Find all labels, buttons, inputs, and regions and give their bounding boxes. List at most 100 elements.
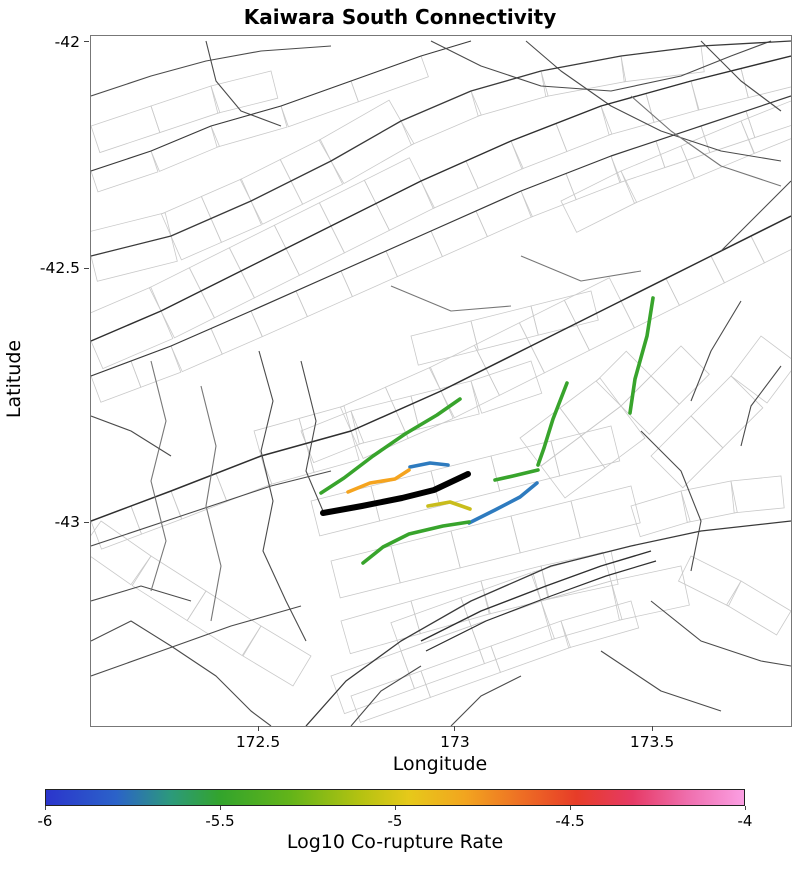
co-rupture-segment [361,520,471,565]
fault-patch [330,120,415,185]
fault-trace [600,650,722,712]
fault-trace [91,620,272,726]
fault-patch [400,90,482,146]
fault-trace [91,585,192,602]
fault-patch [210,70,279,114]
x-axis-label: Longitude [392,753,488,775]
fault-patch [350,670,431,723]
fault-trace [430,40,772,92]
fault-trace [258,350,307,642]
fault-patch [91,105,161,154]
fault-patch [242,625,312,687]
y-tick-label: -43 [54,513,80,531]
co-rupture-segment [628,296,655,415]
fault-trace [350,665,422,726]
y-tick-label: -42 [54,32,80,51]
fault-trace [700,40,782,112]
co-rupture-segment [536,381,569,467]
y-tick-label: -42.5 [39,259,80,277]
x-tick-mark [257,726,259,731]
fault-patch [340,600,421,655]
colorbar-tick-label: -6 [37,812,53,830]
fault-patch [510,500,581,554]
fault-patch [91,505,143,550]
fault-trace [650,600,791,667]
fault-patch [131,555,207,622]
fault-patch [690,375,764,449]
y-axis-label: Latitude [3,339,25,419]
fault-trace [150,360,167,592]
co-rupture-segment [346,468,411,494]
x-tick-mark [454,726,456,731]
fault-patch [730,335,791,404]
fault-patch [186,590,262,657]
fault-patch [280,80,359,128]
fault-patch [530,290,599,336]
fault-trace [690,300,742,402]
fault-trace [300,360,324,512]
colorbar-tick-label: -5.5 [205,812,235,830]
fault-patch [460,572,542,627]
fault-trace [720,180,791,252]
fault-patch [490,620,571,673]
fault-trace [740,365,782,447]
fault-patch [610,565,690,621]
fault-trace [205,40,282,127]
fault-trace [630,95,782,187]
fault-trace [425,560,657,652]
fault-patch [740,100,791,155]
fault-trace [520,255,642,282]
colorbar-tick-mark [219,806,221,810]
fault-patch [130,490,183,535]
y-tick-mark [84,521,89,523]
fault-patch [680,480,738,523]
co-rupture-segment [426,500,472,511]
fault-patch [150,125,220,172]
fault-patch [560,170,638,233]
source-fault-kaiwara-south [320,471,471,516]
fault-patch [532,551,612,602]
co-rupture-segment [319,397,462,495]
fault-patch [420,645,501,698]
fault-patch [91,212,172,257]
fault-trace [390,285,512,312]
fault-patch [726,580,791,636]
fault-patch [570,485,641,539]
fault-patch [470,70,549,117]
x-tick-label: 173.5 [629,733,675,751]
x-tick-label: 173 [440,733,470,751]
fault-trace [91,605,302,677]
x-tick-mark [651,726,653,731]
colorbar-tick-label: -4 [737,812,753,830]
fault-patch [350,55,429,103]
colorbar-tick-label: -5 [387,812,403,830]
fault-patch [150,85,221,134]
fault-patch [580,405,646,469]
colorbar-tick-mark [44,806,46,810]
fault-patch [620,145,695,204]
fault-map [91,40,791,726]
fault-patch [690,68,749,111]
co-rupture-segment [467,481,539,525]
fault-patch [470,360,543,414]
fault-trace [91,415,172,457]
chart-title: Kaiwara South Connectivity [243,5,557,29]
y-tick-mark [84,41,89,43]
fault-patch [595,350,652,407]
fault-patch [279,138,332,182]
co-rupture-segment [493,468,540,482]
fault-patch [630,490,691,538]
fault-trace [91,55,791,342]
fault-trace [91,470,332,547]
fault-patch [750,215,791,264]
fault-trace [91,40,791,257]
fault-trace [91,215,791,522]
fault-patch [330,650,415,715]
fault-trace [200,385,222,622]
fault-patch [560,600,640,649]
colorbar-tick-label: -4.5 [555,812,585,830]
fault-patch [91,310,174,370]
fault-patch [363,157,422,205]
fault-patch [330,545,401,599]
fault-patch [91,286,162,342]
